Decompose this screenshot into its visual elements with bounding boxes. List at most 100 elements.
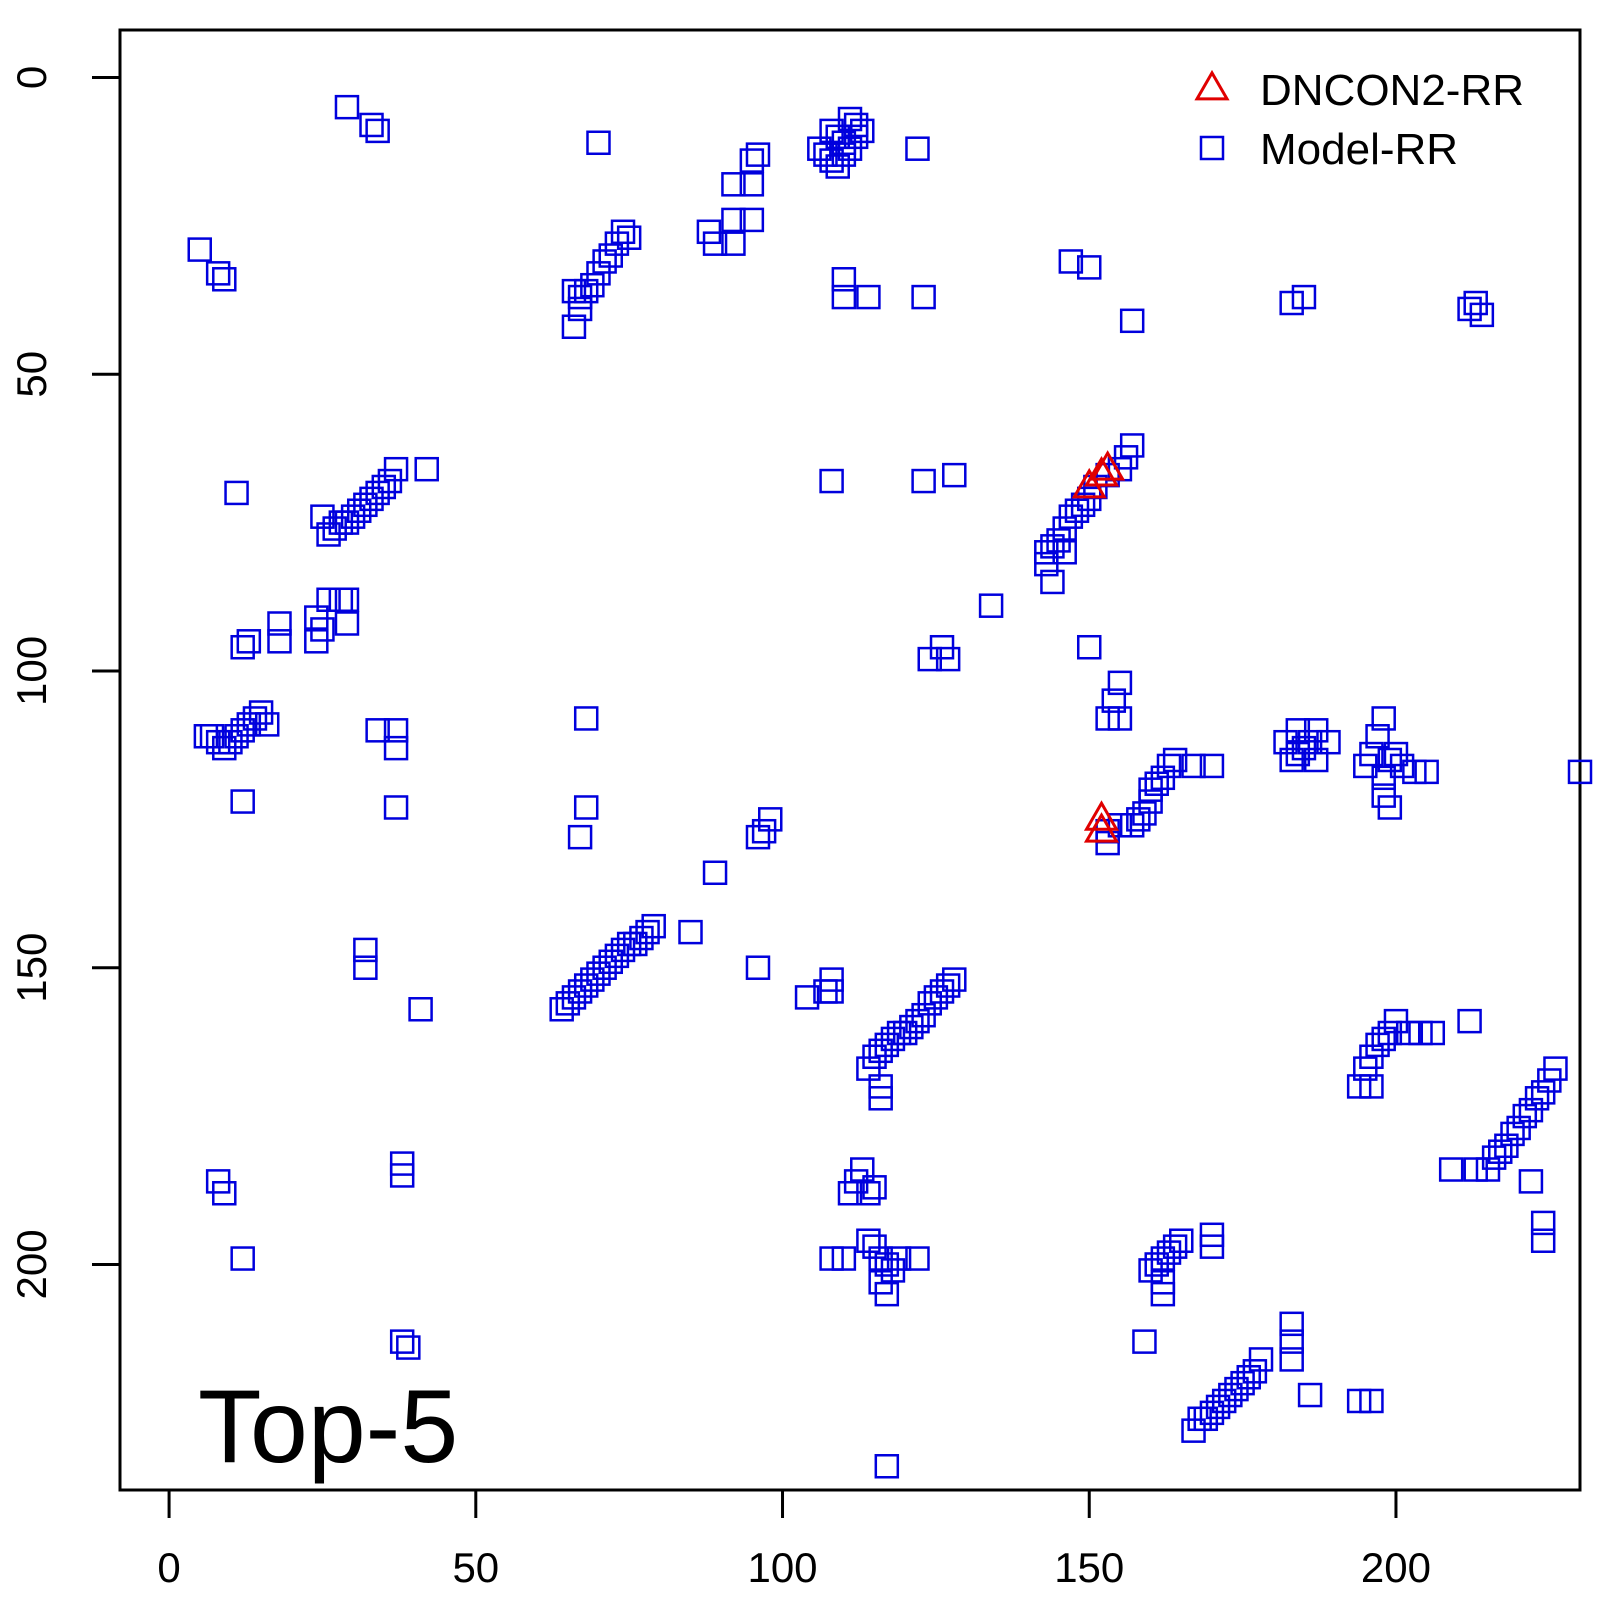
model-rr-point — [1297, 1382, 1323, 1408]
y-axis: 0 50 100 150 200 — [8, 66, 122, 1300]
model-rr-point — [1181, 1418, 1206, 1443]
model-rr-point — [1371, 1026, 1396, 1052]
model-rr-point — [1420, 1020, 1446, 1046]
model-rr-point — [702, 860, 728, 886]
model-rr-point — [911, 468, 936, 494]
model-rr-point — [1316, 729, 1341, 755]
model-rr-point — [205, 261, 231, 286]
model-rr-point — [1303, 747, 1329, 773]
model-rr-point — [819, 468, 844, 494]
model-rr-point — [561, 278, 587, 304]
model-rr-point — [1126, 807, 1151, 832]
model-rr-point — [1518, 1169, 1544, 1194]
model-rr-point — [616, 225, 642, 250]
model-rr-point — [396, 1335, 421, 1360]
model-rr-point — [328, 587, 354, 613]
model-rr-point — [389, 1163, 415, 1188]
model-rr-point — [1506, 1115, 1531, 1141]
model-rr-point — [837, 1181, 863, 1206]
model-rr-point — [230, 634, 255, 660]
model-rr-point — [905, 1246, 930, 1271]
model-rr-point — [1101, 688, 1127, 713]
model-rr-point — [1144, 771, 1169, 796]
model-rr-point — [868, 1038, 893, 1064]
x-tick-label: 50 — [452, 1544, 499, 1591]
model-rr-point — [598, 243, 624, 268]
model-rr-point — [267, 629, 292, 654]
model-rr-point — [874, 1281, 900, 1307]
model-rr-point — [1530, 1080, 1556, 1105]
model-rr-point — [751, 818, 777, 844]
model-rr-point — [831, 142, 857, 167]
model-rr-point — [935, 646, 961, 672]
model-rr-point — [794, 985, 820, 1010]
model-rr-point — [1402, 759, 1427, 785]
x-axis: 0 50 100 150 200 — [157, 1488, 1431, 1591]
model-rr-point — [874, 1252, 900, 1277]
model-rr-point — [212, 267, 237, 292]
model-rr-point — [1076, 255, 1102, 280]
model-rr-point — [942, 462, 967, 488]
model-rr-point — [316, 522, 341, 547]
model-rr-point — [850, 118, 875, 144]
model-rr-point — [1199, 753, 1225, 779]
model-rr-point — [917, 646, 942, 672]
model-rr-point — [721, 207, 746, 233]
model-rr-point — [549, 997, 574, 1022]
model-rr-point — [721, 231, 746, 256]
model-rr-point — [365, 118, 390, 144]
model-rr-point — [1162, 747, 1188, 773]
model-rr-point — [678, 919, 703, 945]
model-rr-point — [819, 979, 844, 1004]
panel-annotation: Top-5 — [198, 1369, 458, 1485]
model-rr-point — [1408, 1020, 1433, 1046]
model-rr-point — [923, 985, 949, 1010]
legend-swatch-dncon2-rr — [1194, 69, 1230, 101]
model-rr-point — [561, 314, 587, 339]
model-rr-point — [905, 136, 930, 161]
model-rr-point — [702, 231, 728, 256]
model-rr-point — [334, 611, 360, 636]
model-rr-point — [316, 587, 341, 613]
model-rr-point — [1371, 706, 1396, 731]
model-rr-point — [267, 611, 292, 636]
model-rr-point — [573, 795, 599, 820]
x-tick-label: 100 — [747, 1544, 817, 1591]
model-rr-point — [567, 824, 593, 850]
model-rr-point — [856, 284, 881, 310]
model-rr-point — [573, 278, 599, 304]
model-rr-point — [1119, 813, 1145, 838]
model-rr-point — [1359, 1388, 1384, 1414]
x-tick-label: 0 — [157, 1544, 180, 1591]
model-rr-point — [1488, 1139, 1513, 1164]
model-rr-point — [1279, 1329, 1304, 1354]
y-tick-label: 50 — [8, 351, 55, 398]
model-rr-point — [353, 955, 378, 980]
model-rr-point — [187, 237, 212, 262]
model-rr-point — [868, 1086, 893, 1111]
model-rr-point — [1291, 284, 1317, 310]
model-rr-point — [334, 587, 360, 613]
model-rr-point — [1132, 1329, 1157, 1354]
model-rr-point — [1040, 569, 1065, 595]
model-rr-point — [414, 456, 439, 482]
model-rr-point — [310, 504, 335, 529]
model-rr-point — [1530, 1228, 1556, 1253]
model-rr-point — [359, 112, 384, 138]
model-rr-point — [1371, 765, 1396, 791]
model-rr-point — [978, 593, 1004, 618]
y-tick-label: 150 — [8, 933, 55, 1003]
model-rr-point — [1107, 670, 1133, 696]
model-rr-point — [1395, 1020, 1421, 1046]
model-rr-point — [831, 1246, 857, 1271]
model-rr-point — [1346, 1388, 1372, 1414]
model-rr-point — [1107, 706, 1133, 731]
model-rr-point — [1518, 1097, 1544, 1123]
model-rr-point — [334, 94, 360, 120]
model-rr-point — [230, 1246, 255, 1271]
legend: DNCON2-RR Model-RR — [1194, 66, 1524, 174]
model-rr-point — [1353, 1056, 1378, 1081]
model-rr-point — [254, 712, 280, 737]
model-rr-point — [1181, 753, 1206, 779]
